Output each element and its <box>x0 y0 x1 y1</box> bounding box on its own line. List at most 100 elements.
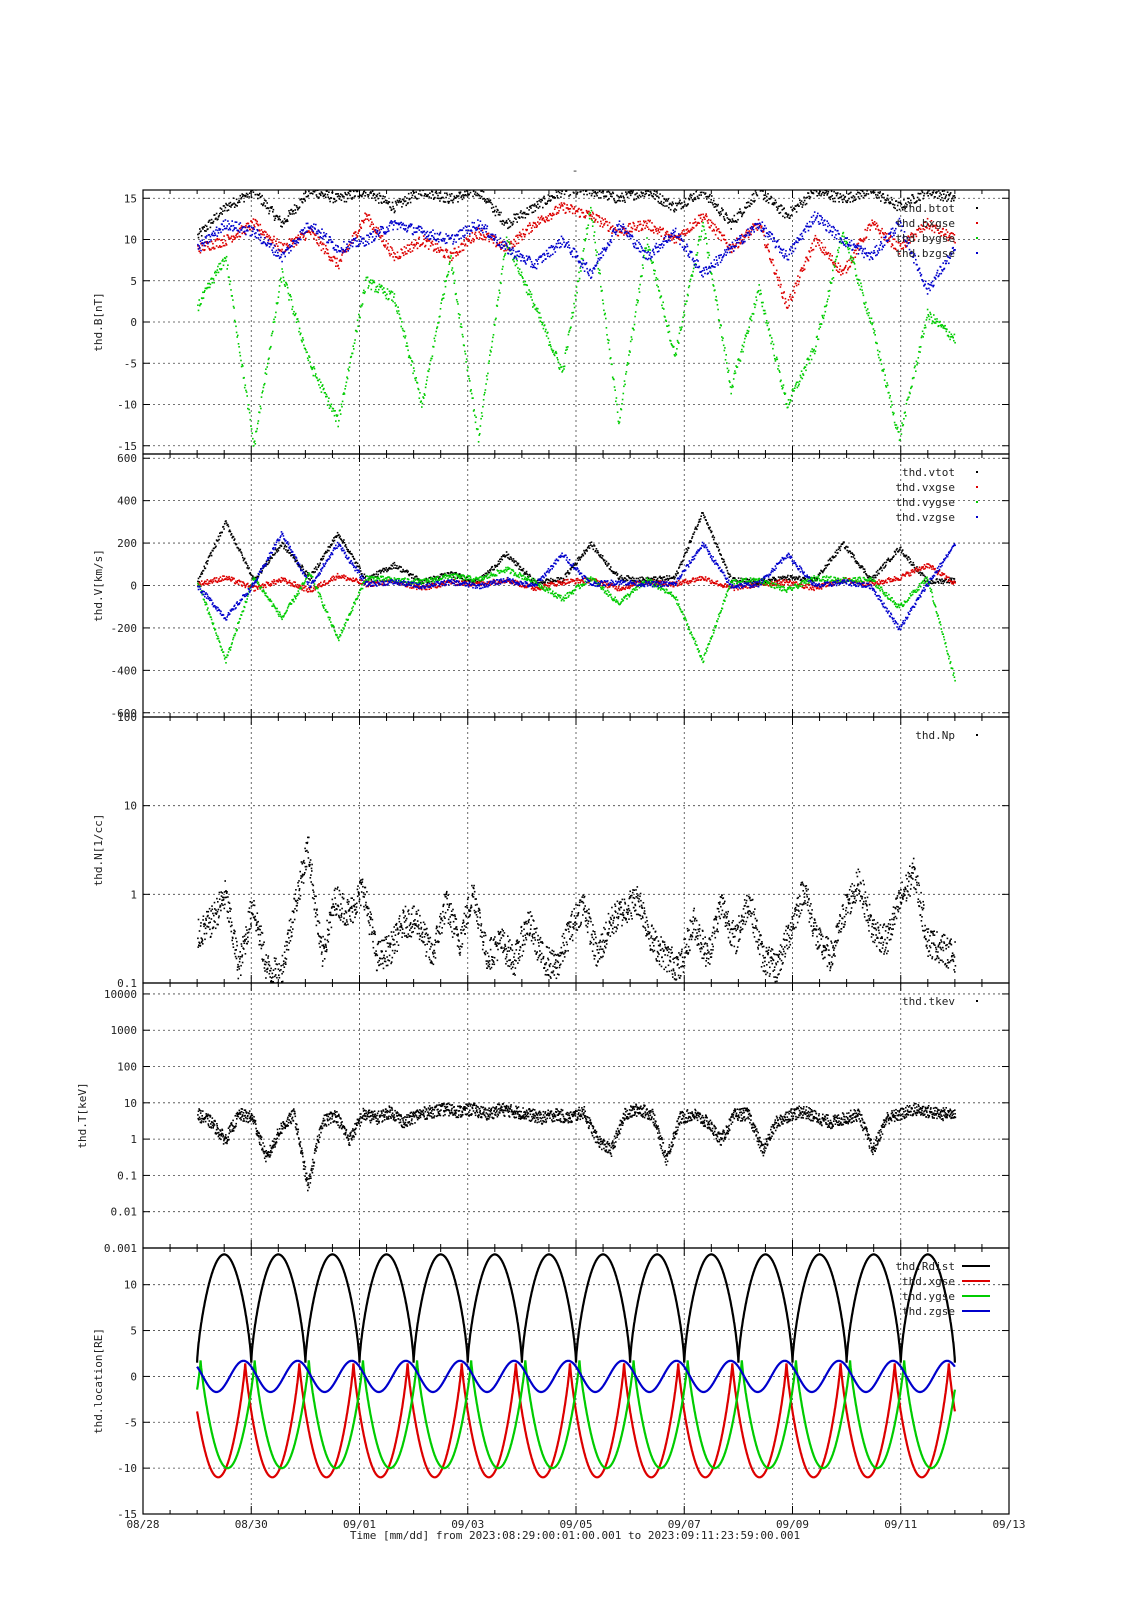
data-point <box>848 197 850 200</box>
data-point <box>737 245 740 248</box>
data-point <box>893 247 895 250</box>
data-point <box>669 202 671 205</box>
data-point <box>948 335 950 338</box>
legend-swatch <box>976 237 978 239</box>
data-point <box>781 249 784 251</box>
data-point <box>457 254 459 256</box>
data-point <box>391 222 393 225</box>
data-point <box>590 194 593 197</box>
data-point <box>459 250 462 253</box>
data-point <box>767 233 770 236</box>
data-point <box>373 226 375 229</box>
data-point <box>654 247 657 249</box>
data-point <box>555 352 558 355</box>
data-point <box>426 238 429 240</box>
data-point <box>284 285 286 287</box>
data-point <box>233 319 236 322</box>
data-point <box>330 405 332 408</box>
data-point <box>381 285 383 287</box>
data-point <box>774 358 776 360</box>
data-point <box>953 333 956 336</box>
data-point <box>671 233 674 235</box>
data-point <box>552 245 555 248</box>
data-point <box>487 234 490 237</box>
data-point <box>562 365 565 368</box>
data-point <box>802 267 804 270</box>
data-point <box>700 270 702 273</box>
data-point <box>546 217 548 219</box>
data-point <box>917 357 920 359</box>
data-point <box>446 242 448 244</box>
data-point <box>558 203 561 206</box>
data-point <box>848 192 851 195</box>
data-point <box>479 197 482 199</box>
data-point <box>464 225 467 228</box>
data-point <box>587 272 590 275</box>
data-point <box>509 247 511 249</box>
data-point <box>420 400 422 402</box>
data-point <box>779 247 782 250</box>
data-point <box>934 318 936 320</box>
data-point <box>674 208 676 210</box>
data-point <box>536 310 538 312</box>
data-point <box>495 244 498 247</box>
data-point <box>876 254 878 256</box>
data-point <box>923 332 925 335</box>
data-point <box>410 192 412 194</box>
data-point <box>282 252 285 254</box>
data-point <box>451 252 454 254</box>
data-point <box>834 262 837 265</box>
data-point <box>280 281 283 283</box>
data-point <box>215 217 217 220</box>
data-point <box>712 222 714 225</box>
data-point <box>242 226 245 228</box>
data-point <box>846 201 848 204</box>
data-point <box>455 196 457 199</box>
data-point <box>662 227 664 230</box>
data-point <box>789 296 791 298</box>
data-point <box>458 238 460 240</box>
data-point <box>813 220 815 223</box>
data-point <box>608 348 611 351</box>
data-point <box>295 240 298 242</box>
data-point <box>918 267 921 270</box>
data-point <box>389 221 392 223</box>
data-point <box>678 342 680 344</box>
data-point <box>266 202 268 204</box>
data-point <box>802 237 804 240</box>
data-point <box>860 247 863 249</box>
data-point <box>318 244 320 247</box>
data-point <box>933 322 936 324</box>
data-point <box>752 223 754 225</box>
data-point <box>368 280 371 283</box>
data-point <box>221 260 223 262</box>
data-point <box>205 235 208 237</box>
data-point <box>602 219 605 221</box>
data-point <box>369 218 372 220</box>
data-point <box>280 256 282 258</box>
data-point <box>780 283 782 286</box>
data-point <box>538 256 541 259</box>
data-point <box>878 229 880 232</box>
data-point <box>273 321 276 323</box>
data-point <box>316 232 319 235</box>
data-point <box>580 270 582 272</box>
data-point <box>388 252 391 255</box>
data-point <box>350 355 353 358</box>
data-point <box>721 336 723 338</box>
data-point <box>881 196 883 199</box>
data-point <box>567 346 569 348</box>
data-point <box>629 237 632 240</box>
data-point <box>594 191 596 193</box>
data-point <box>757 290 759 293</box>
data-point <box>903 418 905 420</box>
data-point <box>683 249 685 251</box>
data-point <box>567 207 569 209</box>
data-point <box>475 416 477 418</box>
data-point <box>663 237 666 239</box>
data-point <box>212 234 214 237</box>
data-point <box>628 191 631 193</box>
data-point <box>880 230 882 232</box>
data-point <box>381 202 383 204</box>
data-point <box>412 190 414 192</box>
